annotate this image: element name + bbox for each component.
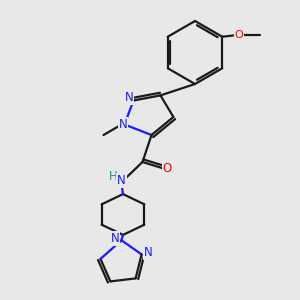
Text: O: O [234,30,243,40]
Text: N: N [117,174,126,187]
Text: N: N [124,91,134,104]
Text: H: H [109,170,118,183]
Text: O: O [163,161,172,175]
Text: N: N [118,118,127,131]
Text: N: N [144,246,153,260]
Text: N: N [110,232,119,245]
